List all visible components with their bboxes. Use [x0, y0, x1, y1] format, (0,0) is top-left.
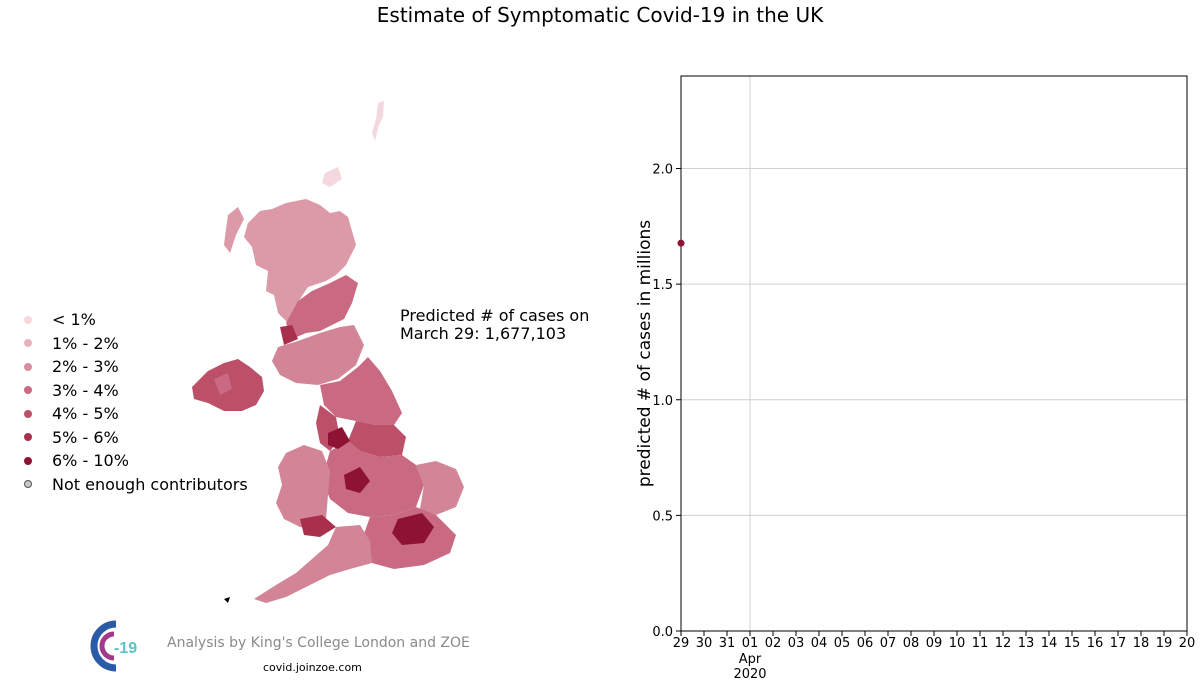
legend-label: 3% - 4% — [52, 380, 119, 400]
y-tick-label: 0.5 — [652, 509, 673, 524]
site-url: covid.joinzoe.com — [263, 661, 362, 674]
map-region-manchester — [328, 427, 350, 449]
x-tick-label: 08 — [903, 636, 920, 651]
logo-ring-outer — [90, 620, 117, 672]
legend-label: 5% - 6% — [52, 427, 119, 447]
x-tick-label: 15 — [1064, 636, 1081, 651]
x-tick-label: 07 — [880, 636, 897, 651]
legend-item: 6% - 10% — [22, 449, 248, 473]
data-point — [677, 239, 685, 247]
legend-label: 1% - 2% — [52, 333, 119, 353]
x-tick-label: 05 — [834, 636, 851, 651]
plot-frame — [680, 75, 1188, 632]
x-tick-label: 17 — [1110, 636, 1127, 651]
prediction-annotation: Predicted # of cases on March 29: 1,677,… — [400, 307, 589, 343]
x-tick-label: 18 — [1133, 636, 1150, 651]
legend-item: 5% - 6% — [22, 426, 248, 450]
map-region-glasgow — [280, 325, 298, 345]
legend-swatch — [24, 409, 32, 418]
legend-swatch — [24, 315, 32, 324]
uk-choropleth-map — [192, 101, 464, 603]
legend-item: 4% - 5% — [22, 402, 248, 426]
x-tick-label: 14 — [1041, 636, 1058, 651]
map-region-north-england — [320, 357, 402, 425]
map-region-ni-west — [214, 373, 232, 395]
map-region-south-west — [254, 525, 372, 603]
x-tick-sublabel: 2020 — [733, 667, 766, 682]
legend-swatch — [24, 386, 32, 395]
legend-label: 6% - 10% — [52, 451, 129, 471]
x-tick-label: 09 — [926, 636, 943, 651]
map-region-scotland-highlands — [244, 199, 356, 323]
legend-item: Not enough contributors — [22, 473, 248, 497]
map-region-southern-scotland — [272, 325, 364, 385]
map-region-shetland — [372, 101, 384, 141]
map-region-scotland-central — [286, 275, 358, 339]
x-tick-label: 12 — [995, 636, 1012, 651]
legend-item: < 1% — [22, 308, 248, 332]
legend-label: Not enough contributors — [52, 474, 248, 494]
legend-item: 2% - 3% — [22, 355, 248, 379]
legend: < 1% 1% - 2% 2% - 3% 3% - 4% 4% - 5% 5% … — [22, 308, 248, 496]
x-tick-label: 16 — [1087, 636, 1104, 651]
covid-logo: -19 — [90, 620, 137, 672]
map-region-yorkshire — [348, 421, 406, 457]
logo-ring-inner — [99, 631, 115, 661]
legend-label: 4% - 5% — [52, 404, 119, 424]
map-region-midlands — [322, 441, 424, 517]
prediction-line-1: Predicted # of cases on — [400, 306, 590, 325]
legend-swatch — [24, 362, 32, 371]
legend-swatch — [24, 339, 32, 348]
credit-text: Analysis by King's College London and ZO… — [167, 635, 470, 651]
y-tick-label: 0.0 — [652, 625, 673, 640]
map-region-orkney — [322, 167, 342, 187]
map-region-scilly — [224, 597, 230, 603]
x-tick-label: 31 — [719, 636, 736, 651]
legend-swatch — [24, 433, 32, 442]
x-tick-label: 29 — [673, 636, 690, 651]
x-tick-label: 13 — [1018, 636, 1035, 651]
map-region-east-anglia — [416, 461, 464, 515]
map-region-london — [392, 513, 434, 545]
map-region-wales — [276, 445, 330, 529]
map-region-hebrides — [224, 207, 244, 253]
x-tick-label: 11 — [972, 636, 989, 651]
prediction-line-2: March 29: 1,677,103 — [400, 324, 567, 343]
y-axis-label: predicted # of cases in millions — [635, 220, 655, 487]
x-tick-label: 03 — [788, 636, 805, 651]
x-tick-label: 02 — [765, 636, 782, 651]
x-tick-label: 01 — [742, 636, 759, 651]
logo-text: -19 — [114, 640, 137, 657]
map-region-south-wales — [300, 515, 336, 537]
legend-item: 1% - 2% — [22, 332, 248, 356]
legend-label: < 1% — [52, 310, 96, 330]
x-tick-sublabel: Apr — [739, 652, 762, 667]
legend-swatch — [24, 456, 32, 465]
y-tick-label: 1.5 — [652, 278, 673, 293]
x-tick-label: 10 — [949, 636, 966, 651]
y-tick-label: 1.0 — [652, 394, 673, 409]
x-tick-label: 20 — [1179, 636, 1196, 651]
x-tick-label: 06 — [857, 636, 874, 651]
x-tick-label: 30 — [696, 636, 713, 651]
y-tick-label: 2.0 — [652, 163, 673, 178]
x-tick-label: 19 — [1156, 636, 1173, 651]
legend-label: 2% - 3% — [52, 357, 119, 377]
figure-title: Estimate of Symptomatic Covid-19 in the … — [376, 3, 824, 27]
x-tick-label: 04 — [811, 636, 828, 651]
legend-item: 3% - 4% — [22, 379, 248, 403]
map-region-birmingham — [344, 467, 370, 493]
legend-swatch — [24, 480, 32, 489]
